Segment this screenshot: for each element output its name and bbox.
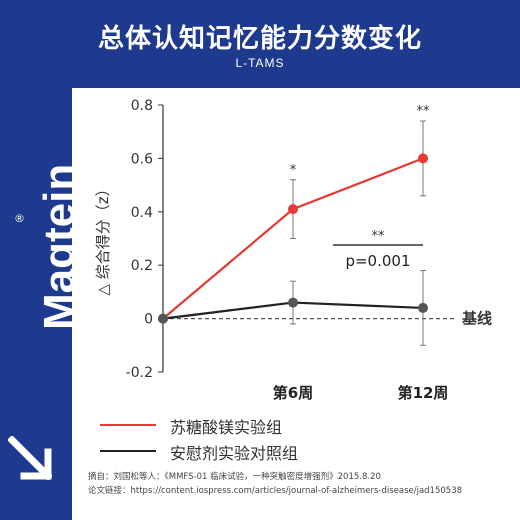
significance-stars: **: [417, 104, 431, 119]
data-point: [418, 153, 428, 164]
y-tick-label: 0.4: [131, 205, 153, 221]
comparison-p-value: p=0.001: [345, 252, 410, 270]
y-tick-label: 0.6: [131, 151, 153, 167]
x-tick-label: 第12周: [398, 384, 449, 402]
x-tick-label: 第6周: [273, 384, 313, 402]
data-point: [158, 313, 168, 324]
baseline-label: 基线: [461, 310, 492, 328]
footer: 摘自：刘国松等人：《MMFS-01 临床试验，一种突触密度增强剂》2015.8.…: [88, 470, 518, 498]
data-point: [288, 204, 298, 215]
y-axis-label: △ 综合得分（z）: [94, 181, 112, 295]
data-point: [418, 302, 428, 313]
y-tick-label: 0.2: [131, 258, 153, 274]
legend: 苏糖酸镁实验组 安慰剂实验对照组: [100, 412, 480, 464]
page-title: 总体认知记忆能力分数变化: [97, 24, 422, 54]
page-subtitle: L-TAMS: [235, 56, 285, 70]
y-tick-label: 0: [144, 312, 153, 328]
legend-item-treatment: 苏糖酸镁实验组: [100, 412, 480, 438]
legend-label-treatment: 苏糖酸镁实验组: [170, 418, 283, 437]
arrow-logo-icon: [8, 436, 52, 480]
legend-swatch-treatment: [100, 424, 156, 426]
paper-link[interactable]: 论文链接：https://content.iospress.com/articl…: [88, 486, 463, 496]
comparison-stars: **: [372, 229, 386, 244]
y-tick-label: -0.2: [126, 365, 153, 381]
legend-swatch-placebo: [100, 450, 156, 452]
registered-mark: ®: [14, 212, 25, 225]
legend-label-placebo: 安慰剂实验对照组: [170, 444, 299, 463]
significance-stars: *: [290, 163, 297, 178]
data-point: [288, 297, 298, 308]
citation-text: 摘自：刘国松等人：《MMFS-01 临床试验，一种突触密度增强剂》2015.8.…: [88, 472, 381, 482]
y-tick-label: 0.8: [131, 98, 153, 114]
legend-item-placebo: 安慰剂实验对照组: [100, 438, 480, 464]
